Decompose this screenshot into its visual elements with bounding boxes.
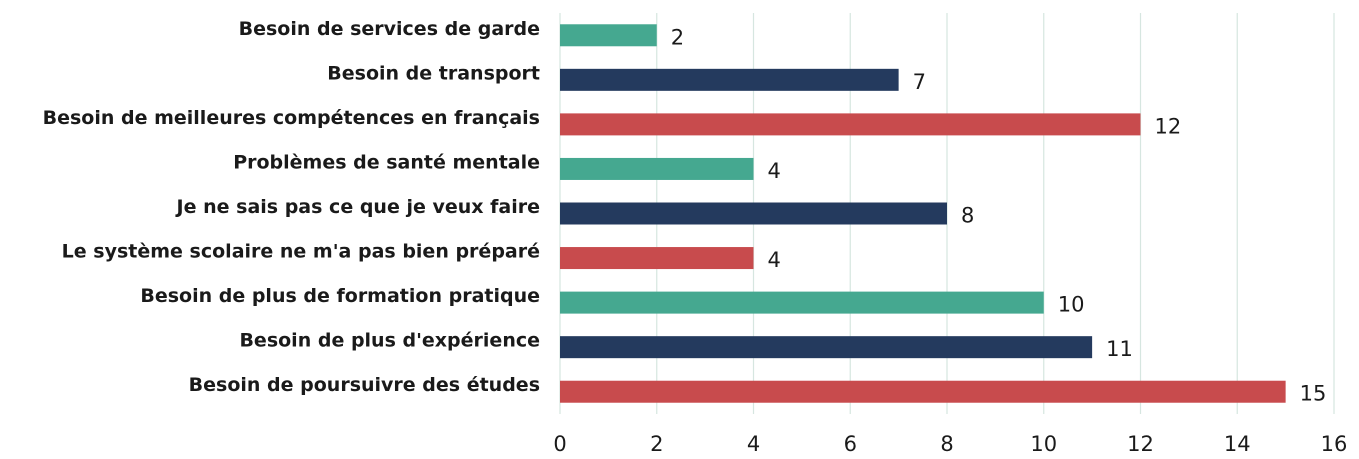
- x-tick-label: 16: [1321, 432, 1348, 456]
- y-tick-label: Besoin de plus d'expérience: [239, 330, 540, 352]
- data-label: 12: [1155, 114, 1182, 138]
- bar: [560, 247, 754, 270]
- bar: [560, 336, 1093, 359]
- y-tick-label: Problèmes de santé mentale: [233, 151, 540, 173]
- bar: [560, 113, 1141, 136]
- y-tick-label: Besoin de plus de formation pratique: [140, 285, 540, 307]
- x-tick-label: 6: [844, 432, 857, 456]
- y-tick-label: Besoin de meilleures compétences en fran…: [43, 107, 540, 129]
- bar: [560, 24, 657, 47]
- x-tick-label: 2: [650, 432, 663, 456]
- x-tick-label: 4: [747, 432, 760, 456]
- bar: [560, 157, 754, 180]
- data-label: 15: [1300, 382, 1327, 406]
- x-tick-label: 8: [940, 432, 953, 456]
- bar: [560, 68, 899, 91]
- y-tick-label: Besoin de poursuivre des études: [189, 374, 540, 396]
- x-tick-label: 14: [1224, 432, 1251, 456]
- data-label: 10: [1058, 293, 1085, 317]
- bar: [560, 202, 947, 225]
- y-tick-label: Je ne sais pas ce que je veux faire: [175, 196, 540, 218]
- data-label: 4: [768, 248, 781, 272]
- bar: [560, 380, 1286, 403]
- bar: [560, 291, 1044, 314]
- y-tick-label: Le système scolaire ne m'a pas bien prép…: [62, 241, 540, 263]
- x-tick-label: 12: [1127, 432, 1154, 456]
- data-label: 8: [961, 204, 974, 228]
- data-label: 11: [1106, 337, 1133, 361]
- data-label: 2: [671, 25, 684, 49]
- x-tick-label: 10: [1030, 432, 1057, 456]
- data-label: 7: [913, 70, 926, 94]
- y-tick-label: Besoin de transport: [327, 62, 540, 84]
- x-tick-label: 0: [553, 432, 566, 456]
- y-tick-label: Besoin de services de garde: [239, 18, 540, 40]
- data-label: 4: [768, 159, 781, 183]
